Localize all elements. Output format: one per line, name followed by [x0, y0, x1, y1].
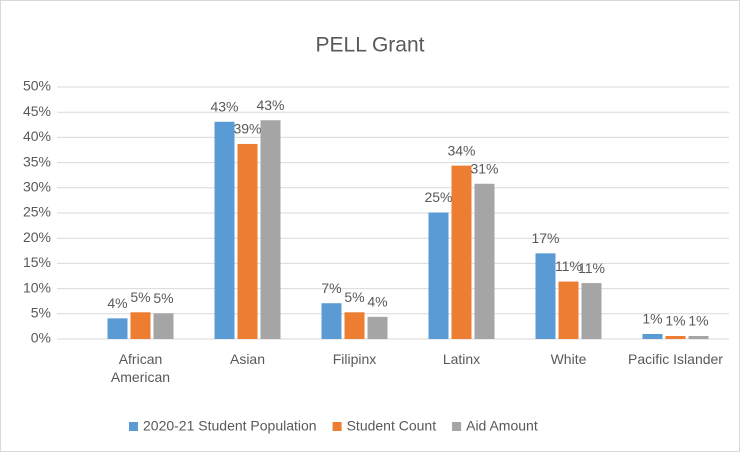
- bar: [428, 212, 449, 339]
- data-label: 4%: [367, 294, 387, 310]
- data-label: 17%: [531, 230, 559, 246]
- y-tick-label: 10%: [23, 279, 51, 295]
- bar: [153, 313, 174, 339]
- bar: [237, 143, 258, 339]
- data-label: 43%: [210, 98, 238, 114]
- bar: [367, 316, 388, 339]
- bar: [344, 312, 365, 339]
- bar: [214, 121, 235, 339]
- legend-label: 2020-21 Student Population: [143, 418, 317, 434]
- legend-label: Student Count: [347, 418, 437, 434]
- data-label: 4%: [107, 295, 127, 311]
- bar: [321, 303, 342, 339]
- y-tick-label: 25%: [23, 204, 51, 220]
- data-label: 11%: [555, 258, 582, 274]
- data-label: 5%: [153, 290, 173, 306]
- bar: [688, 335, 709, 339]
- data-label: 5%: [344, 289, 364, 305]
- data-label: 11%: [578, 260, 605, 276]
- data-label: 5%: [130, 289, 150, 305]
- x-tick-label: White: [550, 351, 587, 367]
- legend-swatch: [332, 422, 342, 431]
- y-tick-label: 0%: [31, 330, 51, 346]
- data-label: 1%: [642, 311, 662, 327]
- bar: [642, 333, 663, 339]
- data-label: 1%: [665, 313, 685, 329]
- y-tick-label: 30%: [23, 179, 51, 195]
- x-tick-label: Filipinx: [332, 351, 377, 367]
- data-label: 7%: [321, 280, 341, 296]
- data-label: 39%: [233, 121, 261, 137]
- x-tick-label: Latinx: [442, 351, 481, 367]
- legend-swatch: [452, 422, 462, 431]
- data-label: 43%: [256, 97, 284, 113]
- y-tick-label: 35%: [23, 153, 51, 169]
- data-label: 31%: [470, 160, 498, 176]
- bar: [260, 120, 281, 339]
- y-tick-label: 40%: [23, 128, 51, 144]
- bar: [130, 312, 151, 339]
- x-tick-label: African American: [110, 351, 171, 385]
- bar: [107, 318, 128, 339]
- bar: [474, 183, 495, 339]
- bar: [535, 253, 556, 339]
- legend-swatch: [129, 422, 138, 431]
- data-label: 34%: [447, 142, 475, 158]
- data-label: 1%: [688, 313, 708, 329]
- y-tick-label: 5%: [31, 305, 51, 321]
- y-tick-label: 45%: [23, 103, 51, 119]
- y-tick-label: 50%: [23, 78, 51, 94]
- chart-title: PELL Grant: [316, 34, 425, 57]
- legend-label: Aid Amount: [466, 418, 538, 434]
- bar: [451, 165, 472, 339]
- bar: [581, 283, 602, 339]
- bar: [665, 335, 686, 339]
- data-label: 25%: [424, 189, 452, 205]
- bar: [558, 281, 579, 339]
- x-tick-label: Pacific Islander: [628, 351, 723, 367]
- x-tick-label: Asian: [229, 351, 266, 367]
- y-tick-label: 15%: [23, 254, 51, 270]
- y-tick-label: 20%: [23, 229, 51, 245]
